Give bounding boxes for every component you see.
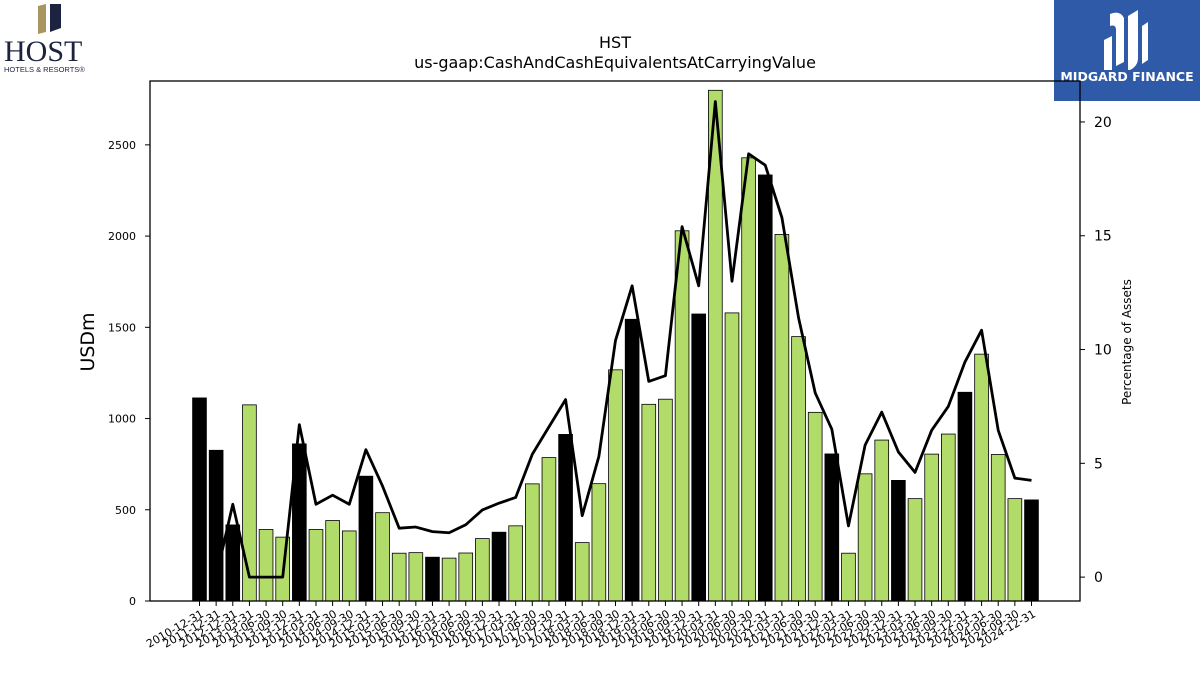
bar-2022-12-31 [891,479,906,602]
bar-2023-12-31 [957,391,973,602]
host-logo-name: HOST [4,35,82,68]
bar-2013-06-30 [258,529,274,602]
midgard-finance-name: MIDGARD FINANCE [1060,69,1193,84]
bar-2016-03-31 [441,557,457,602]
bar-2022-09-30 [874,439,890,602]
bar-2020-12-31 [757,174,773,602]
bar-2020-06-30 [724,312,740,602]
y2-tick-label: 0 [1094,570,1103,586]
y-axis-label: USDm [77,312,99,371]
y-tick-label: 500 [115,504,136,517]
host-logo-subtitle: HOTELS & RESORTS® [4,65,85,74]
y-tick-label: 2000 [108,230,136,243]
bar-2018-06-30 [591,483,607,602]
bar-2024-12-31 [1024,499,1039,602]
bar-2022-06-30 [857,473,873,602]
bar-2021-09-30 [807,411,823,602]
bar-2024-06-30 [990,454,1006,602]
bar-2019-12-31 [691,313,706,602]
bar-2018-09-30 [608,369,623,602]
y-axis-right: 0 5 10 15 20 [1080,115,1112,586]
bar-2023-03-31 [907,498,923,602]
bar-2015-12-31 [425,556,440,602]
y-tick-label: 1000 [108,413,136,426]
midgard-finance-logo: MIDGARD FINANCE [1054,0,1200,101]
percentage-of-assets-line [214,100,1032,579]
bar-2011-12-31 [208,449,224,602]
bar-2020-09-30 [741,157,756,602]
bar-2022-03-31 [841,552,856,602]
host-logo: HOST HOTELS & RESORTS® [4,4,104,76]
y-tick-label: 2500 [108,139,136,152]
y2-tick-label: 20 [1094,115,1112,131]
bar-2015-06-30 [391,552,407,602]
y2-tick-label: 5 [1094,456,1103,472]
bar-2014-06-30 [325,520,340,602]
bar-2017-03-31 [508,525,523,602]
bar-2014-12-31 [358,475,374,602]
bar-2019-06-30 [658,398,673,602]
chart-subtitle: us-gaap:CashAndCashEquivalentsAtCarrying… [414,53,816,72]
bar-2010-12-31 [192,397,207,602]
midgard-emblem-icon [1104,10,1148,70]
bar-2015-03-31 [375,512,390,602]
bar-2018-03-31 [574,542,590,602]
bar-2024-03-31 [974,353,989,602]
bar-2014-03-31 [308,529,324,602]
bar-2019-03-31 [641,403,657,602]
bar-2017-06-30 [525,483,540,602]
bar-2024-09-30 [1007,498,1023,602]
bar-2014-09-30 [341,530,357,602]
bar-2023-06-30 [924,453,939,602]
bar-2015-09-30 [408,552,424,602]
host-logo-mark-left [38,4,46,34]
y-tick-label: 1500 [108,321,136,334]
y2-tick-label: 10 [1094,343,1112,359]
bar-2016-09-30 [475,538,490,602]
bar-2012-12-31 [225,524,241,602]
bar-2018-12-31 [624,318,640,602]
bar-2021-03-31 [774,234,790,602]
y-tick-label: 0 [129,595,136,608]
bar-2023-09-30 [941,433,956,602]
bar-2017-12-31 [558,434,573,602]
y2-axis-label: Percentage of Assets [1120,279,1134,405]
bar-2019-09-30 [674,230,690,602]
y2-tick-label: 15 [1094,229,1112,245]
chart-title: HST [599,33,631,52]
host-logo-mark-right [50,4,61,32]
bar-2021-12-31 [824,453,840,602]
bar-2021-06-30 [791,336,806,602]
percentage-line-series [214,100,1032,579]
bar-2016-06-30 [458,552,474,602]
y-axis-left: 0 500 1000 1500 2000 2500 [108,139,150,608]
x-axis: 2010-12-312011-12-312012-12-312013-03-31… [144,601,1038,651]
bar-2017-09-30 [541,457,557,602]
bar-2016-12-31 [491,531,507,602]
